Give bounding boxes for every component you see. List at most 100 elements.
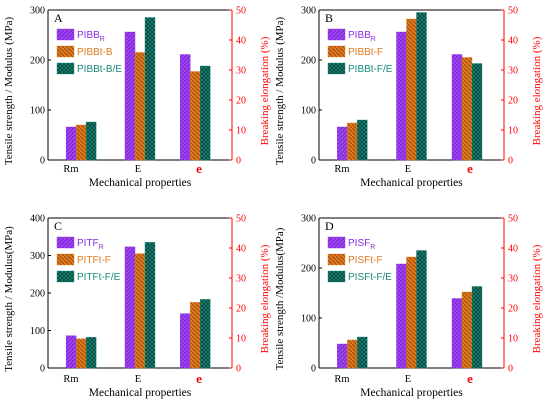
bar-Rm-1 xyxy=(337,126,348,161)
y-tick-label: 100 xyxy=(30,106,45,117)
y2-tick-label: 50 xyxy=(236,6,246,17)
panel-label: B xyxy=(325,11,333,25)
y2-tick-label: 0 xyxy=(508,156,513,167)
bar-Rm-1 xyxy=(337,343,348,369)
bar-E-3 xyxy=(416,250,427,369)
legend-label: PIBBt-B xyxy=(77,47,113,58)
bar-E-1 xyxy=(396,263,407,369)
y2-tick-label: 30 xyxy=(236,66,246,77)
bar-E-1 xyxy=(396,31,407,161)
legend-subscript: R xyxy=(99,244,104,251)
bar-e-1 xyxy=(179,54,191,161)
y2-axis-label: Breaking elongation (%) xyxy=(259,36,271,145)
y-tick-label: 300 xyxy=(301,6,316,17)
legend-subscript: R xyxy=(100,36,105,43)
legend-label: PISFt-F/E xyxy=(348,272,392,283)
y-tick-label: 300 xyxy=(301,214,316,225)
legend-swatch xyxy=(56,270,75,283)
y2-axis-label: Breaking elongation (%) xyxy=(531,36,543,145)
bar-e-3 xyxy=(199,65,211,161)
bar-e-1 xyxy=(179,313,191,369)
bar-e-3 xyxy=(471,286,483,369)
legend-label: PITFR xyxy=(77,238,104,251)
legend-label: PIBBt-F xyxy=(348,47,383,58)
legend-label: PIBBt-B/E xyxy=(77,64,122,75)
y2-axis-label: Breaking elongation (%) xyxy=(531,244,543,353)
x-tick-label: Rm xyxy=(63,374,78,385)
y2-tick-label: 10 xyxy=(508,334,518,345)
y2-axis-label: Breaking elongation (%) xyxy=(259,244,271,353)
bar-E-3 xyxy=(416,12,427,161)
bar-E-3 xyxy=(144,242,156,369)
y-axis-label: Tensile strength /Modulus(MPa) xyxy=(274,227,286,370)
bar-Rm-1 xyxy=(65,335,77,369)
bar-E-1 xyxy=(124,246,136,369)
y-tick-label: 200 xyxy=(301,264,316,275)
y-tick-label: 100 xyxy=(30,326,45,337)
y2-tick-label: 50 xyxy=(236,214,246,225)
legend-label: PIBBt-F/E xyxy=(348,64,393,75)
y2-tick-label: 50 xyxy=(508,214,518,225)
x-axis-label: Mechanical properties xyxy=(89,177,192,189)
bar-e-3 xyxy=(199,299,211,369)
legend-label: PITFt-F/E xyxy=(77,272,121,283)
y2-tick-label: 50 xyxy=(508,6,518,17)
bar-Rm-3 xyxy=(85,337,97,369)
y2-tick-label: 40 xyxy=(508,36,518,47)
legend-label: PISFR xyxy=(348,238,375,251)
legend-swatch xyxy=(327,253,346,266)
y-tick-label: 300 xyxy=(30,6,45,17)
legend-swatch xyxy=(56,253,75,266)
legend-swatch xyxy=(56,28,75,41)
x-tick-label: E xyxy=(135,374,141,385)
y2-tick-label: 40 xyxy=(236,244,246,255)
legend-swatch xyxy=(327,236,346,249)
bar-Rm-2 xyxy=(347,339,358,369)
legend-subscript: R xyxy=(371,36,376,43)
y-tick-label: 0 xyxy=(40,156,45,167)
y2-tick-label: 20 xyxy=(236,96,246,107)
legend-subscript: R xyxy=(370,244,375,251)
y2-tick-label: 40 xyxy=(236,36,246,47)
bar-e-3 xyxy=(471,63,483,161)
bar-E-2 xyxy=(406,256,417,369)
y-tick-label: 200 xyxy=(30,56,45,67)
legend-label: PIBBR xyxy=(77,30,105,43)
bar-Rm-3 xyxy=(85,121,97,161)
y-tick-label: 100 xyxy=(301,314,316,325)
panel-label: C xyxy=(54,219,62,233)
bar-E-1 xyxy=(124,31,136,161)
y2-tick-label: 20 xyxy=(236,304,246,315)
y2-tick-label: 20 xyxy=(508,96,518,107)
x-axis-label: Mechanical properties xyxy=(360,177,463,189)
legend-label: PISFt-F xyxy=(348,255,382,266)
y-tick-label: 100 xyxy=(301,106,316,117)
x-tick-label: Rm xyxy=(63,164,78,175)
x-tick-label: E xyxy=(135,164,141,175)
legend-swatch xyxy=(327,28,346,41)
bar-e-1 xyxy=(451,298,463,369)
y2-tick-label: 0 xyxy=(236,156,241,167)
x-tick-label: e xyxy=(196,371,202,386)
y2-tick-label: 0 xyxy=(236,364,241,375)
legend-swatch xyxy=(327,62,346,75)
bar-Rm-3 xyxy=(357,119,368,161)
y2-tick-label: 30 xyxy=(508,274,518,285)
bar-e-2 xyxy=(461,291,473,369)
y-tick-label: 0 xyxy=(311,156,316,167)
x-tick-label: e xyxy=(467,161,473,176)
y-axis-label: Tensile strength / Modulus (MPa) xyxy=(3,16,15,165)
legend-swatch xyxy=(56,62,75,75)
y2-tick-label: 30 xyxy=(236,274,246,285)
y2-tick-label: 40 xyxy=(508,244,518,255)
y2-tick-label: 10 xyxy=(508,126,518,137)
panel-label: A xyxy=(54,11,63,25)
x-tick-label: E xyxy=(405,374,411,385)
x-tick-label: Rm xyxy=(334,164,349,175)
bar-Rm-3 xyxy=(357,336,368,369)
bar-Rm-1 xyxy=(65,126,77,161)
